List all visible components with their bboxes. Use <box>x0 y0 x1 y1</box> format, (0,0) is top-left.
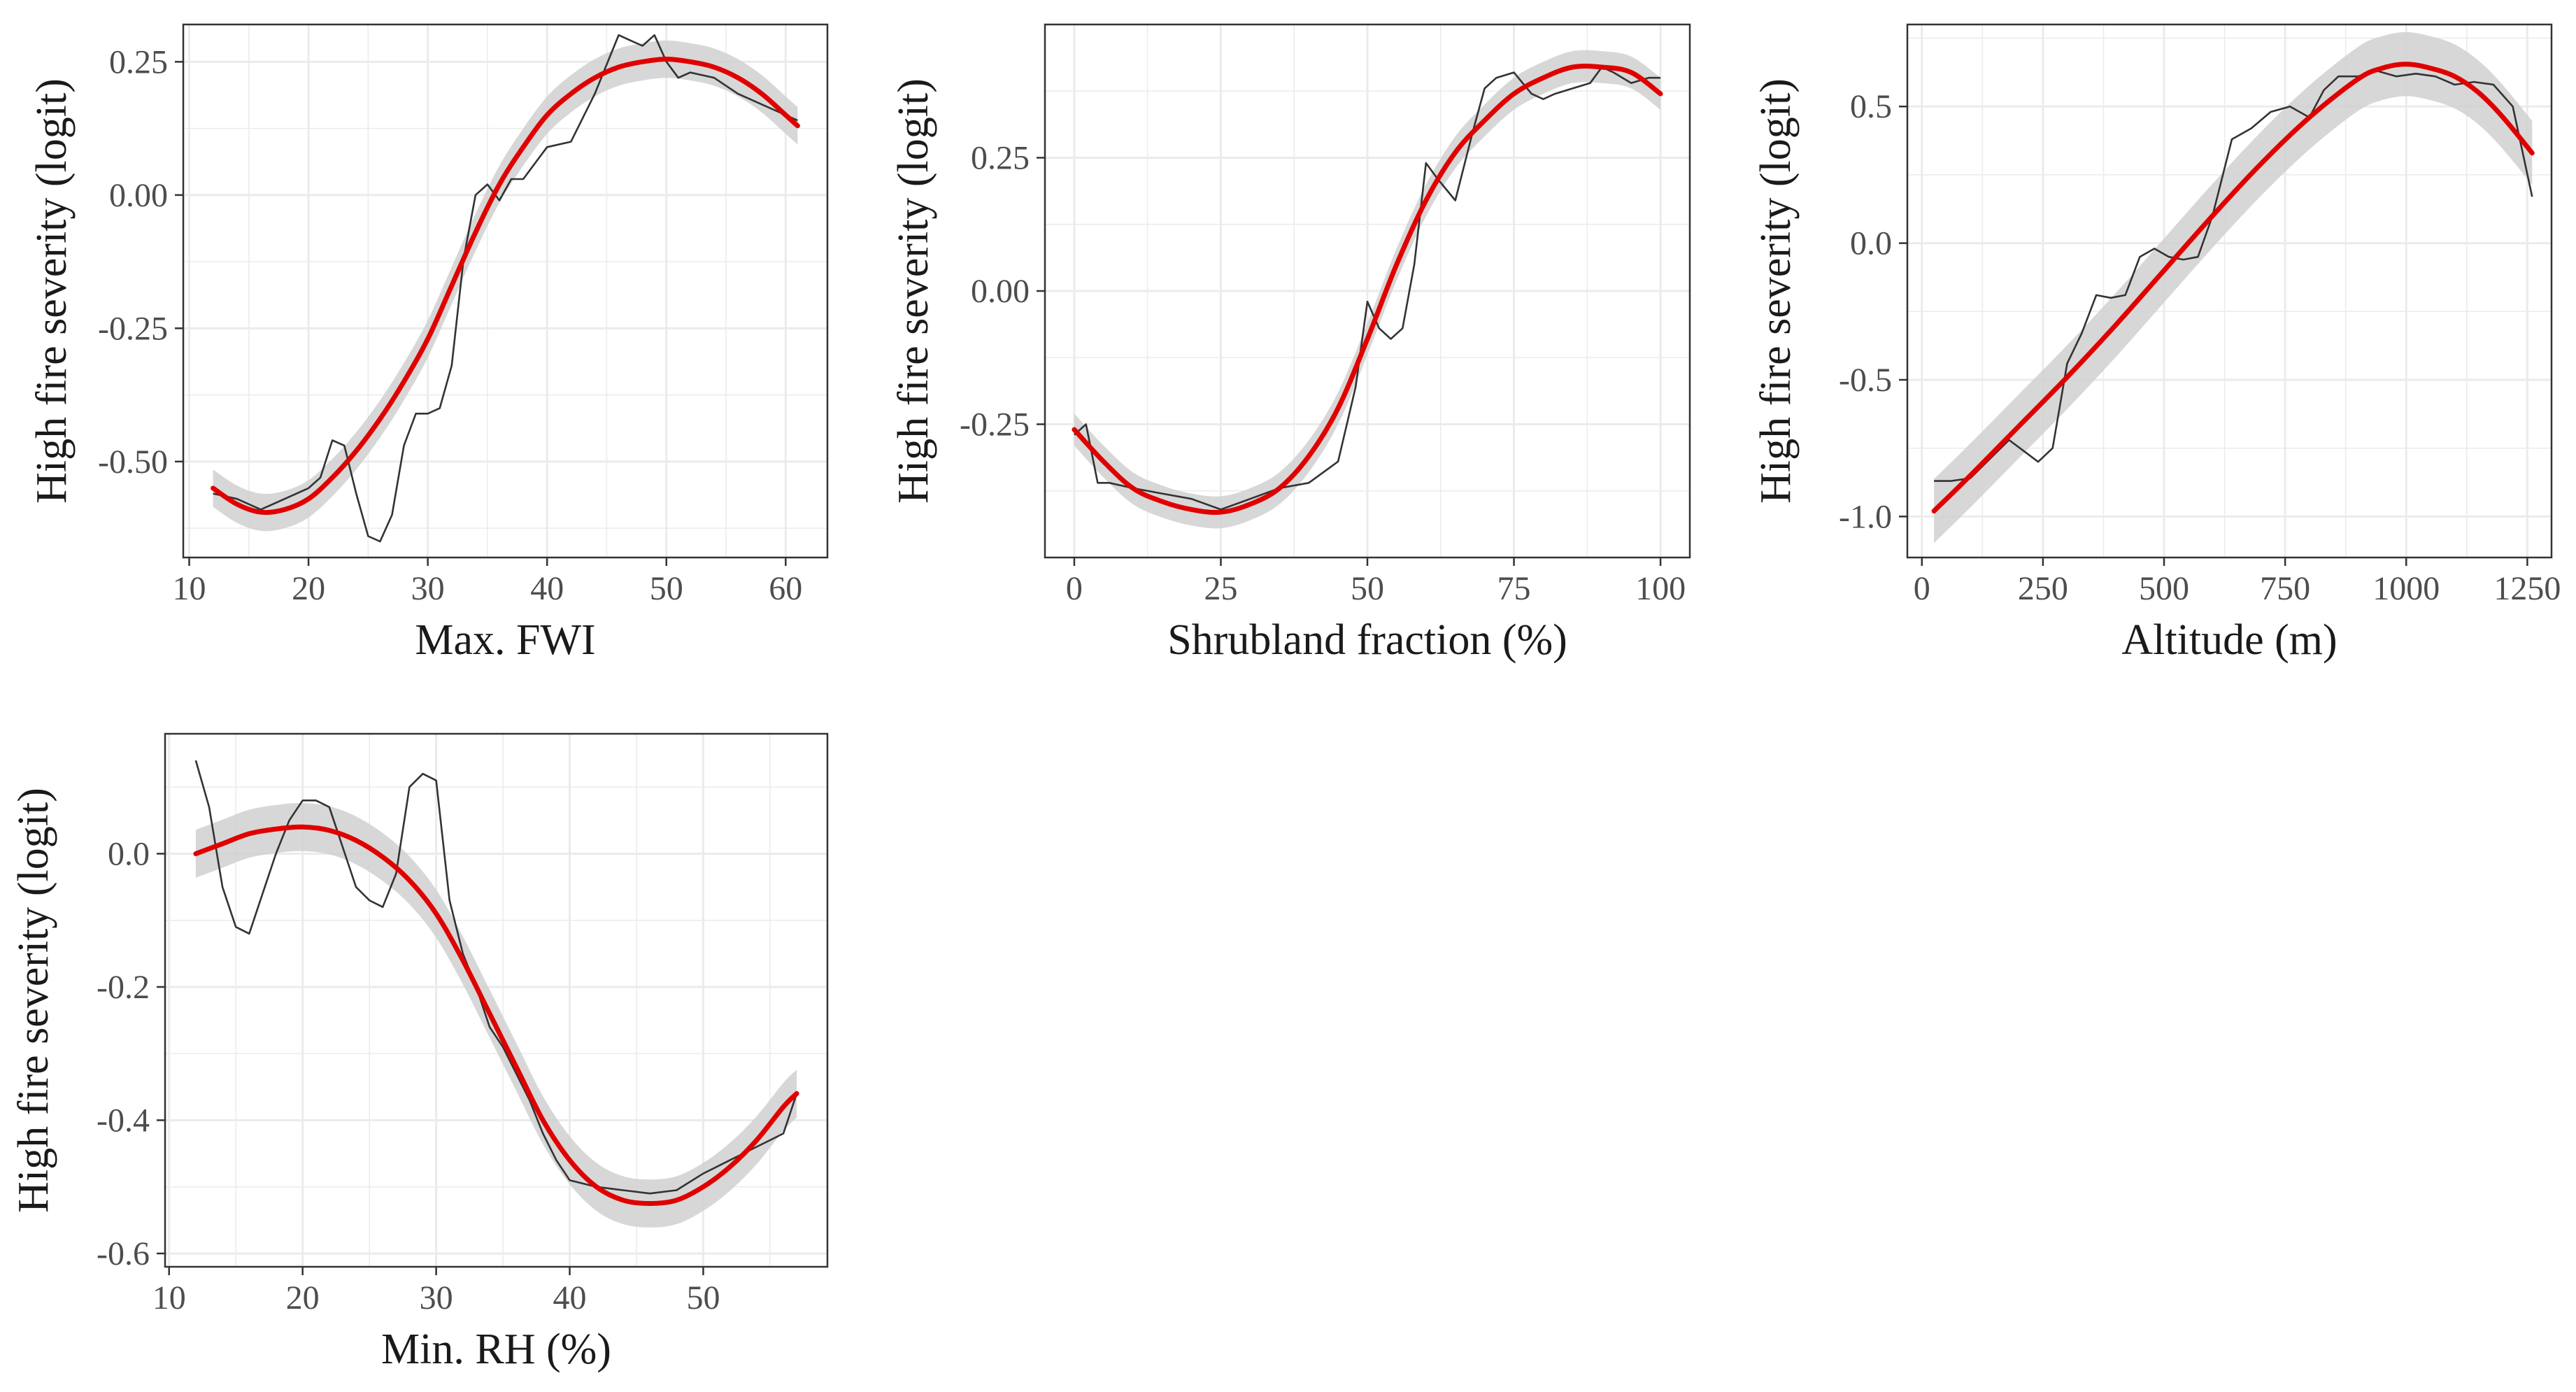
chart-panel-2: 0 25 50 75 100 -0.25 0.00 0.25 Shrubland fractio… <box>890 23 1691 664</box>
x-tick-label: 0 <box>1914 570 1930 607</box>
y-tick-label: 0.25 <box>971 140 1030 177</box>
x-tick-label: 1250 <box>2493 570 2561 607</box>
x-tick-label: 40 <box>530 570 564 607</box>
y-tick-label: -0.25 <box>960 406 1030 443</box>
x-tick-label: 50 <box>1351 570 1384 607</box>
x-tick-label: 250 <box>2018 570 2068 607</box>
y-tick-label: -0.25 <box>98 310 168 347</box>
raw-series-line <box>194 760 798 1195</box>
x-tick-label: 25 <box>1204 570 1237 607</box>
y-axis-title: High fire severity (logit) <box>10 788 57 1213</box>
confidence-band <box>195 803 797 1228</box>
x-axis-title: Altitude (m) <box>2121 616 2337 664</box>
x-tick-label: 20 <box>286 1279 320 1316</box>
y-tick-label: 0.00 <box>971 273 1030 310</box>
confidence-band <box>1074 50 1661 529</box>
y-tick-label: 0.0 <box>108 835 150 872</box>
smooth-series-line <box>211 56 800 516</box>
x-tick-label: 40 <box>553 1279 587 1316</box>
plot-frame <box>182 23 829 559</box>
y-axis-title: High fire severity (logit) <box>28 78 76 504</box>
y-tick-label: -1.0 <box>1839 498 1892 535</box>
x-tick-label: 50 <box>650 570 683 607</box>
y-tick-label: -0.2 <box>97 969 150 1006</box>
x-tick-label: 10 <box>152 1279 186 1316</box>
x-axis-title: Min. RH (%) <box>381 1326 611 1373</box>
smooth-series-line <box>1931 62 2535 514</box>
y-tick-label: -0.6 <box>97 1235 150 1272</box>
y-tick-label: -0.50 <box>98 443 168 481</box>
raw-series-line <box>1934 70 2533 482</box>
x-tick-label: 20 <box>292 570 325 607</box>
y-tick-label: -0.4 <box>97 1102 150 1139</box>
chart-panel-4: 10 20 30 40 50 -0.6 -0.4 -0.2 0.0 Min. RH (%) High… <box>10 732 829 1373</box>
x-tick-label: 50 <box>686 1279 720 1316</box>
x-tick-label: 500 <box>2139 570 2189 607</box>
smooth-series-line <box>1072 64 1663 516</box>
y-axis-title: High fire severity (logit) <box>1752 78 1800 504</box>
x-tick-label: 75 <box>1497 570 1531 607</box>
x-tick-label: 30 <box>420 1279 453 1316</box>
x-tick-label: 750 <box>2260 570 2310 607</box>
x-tick-label: 10 <box>173 570 206 607</box>
y-tick-label: 0.00 <box>109 177 168 214</box>
plot-frame <box>164 732 829 1268</box>
confidence-band <box>213 40 798 532</box>
y-tick-label: 0.25 <box>109 43 168 80</box>
raw-series-line <box>213 34 798 543</box>
y-tick-label: -0.5 <box>1839 362 1892 399</box>
plot-frame <box>1906 23 2553 559</box>
y-tick-label: 0.5 <box>1850 88 1892 125</box>
x-tick-label: 30 <box>411 570 445 607</box>
confidence-band <box>1934 31 2533 544</box>
x-tick-label: 1000 <box>2372 570 2440 607</box>
x-axis-title: Shrubland fraction (%) <box>1167 616 1567 664</box>
x-axis-title: Max. FWI <box>415 616 595 664</box>
smooth-series-line <box>193 824 799 1207</box>
x-tick-label: 60 <box>769 570 802 607</box>
x-tick-label: 100 <box>1635 570 1686 607</box>
y-axis-title: High fire severity (logit) <box>890 78 937 504</box>
chart-panel-3: 0 250 500 750 1000 1250 -1.0 -0.5 0.0 0.5 Altitude… <box>1752 23 2561 664</box>
y-tick-label: 0.0 <box>1850 225 1892 262</box>
chart-panel-1: 10 20 30 40 50 60 -0.50 -0.25 0.00 0.25 Max. FWI Hi… <box>28 23 829 664</box>
x-tick-label: 0 <box>1066 570 1083 607</box>
raw-series-line <box>1074 66 1661 511</box>
